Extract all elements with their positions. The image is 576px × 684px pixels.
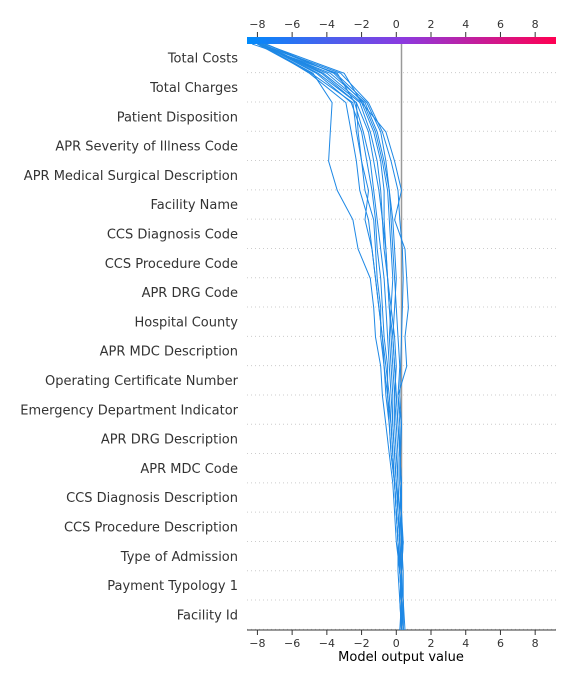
feature-label: APR DRG Description bbox=[101, 433, 238, 448]
series-line bbox=[262, 43, 402, 630]
feature-label: Facility Id bbox=[177, 608, 238, 623]
feature-label: APR MDC Description bbox=[100, 345, 238, 360]
bottom-tick-label: 6 bbox=[497, 637, 504, 650]
series-line bbox=[252, 43, 402, 630]
series-line bbox=[260, 43, 404, 631]
top-tick-label: −4 bbox=[319, 18, 335, 31]
feature-label: Facility Name bbox=[150, 198, 238, 213]
feature-label: Total Costs bbox=[167, 52, 238, 67]
top-tick-label: −2 bbox=[353, 18, 369, 31]
feature-label: Patient Disposition bbox=[117, 110, 238, 125]
top-tick-label: −8 bbox=[249, 18, 265, 31]
feature-label: Emergency Department Indicator bbox=[20, 403, 238, 418]
top-tick-label: 4 bbox=[462, 18, 469, 31]
bottom-tick-label: −8 bbox=[249, 637, 265, 650]
top-tick-label: 8 bbox=[532, 18, 539, 31]
bottom-tick-label: −2 bbox=[353, 637, 369, 650]
series-line bbox=[258, 43, 404, 631]
series-line bbox=[259, 43, 409, 630]
feature-label: CCS Procedure Description bbox=[64, 520, 238, 535]
bottom-tick-label: −6 bbox=[284, 637, 300, 650]
top-axis: −8 −6 −4 −2 0 2 4 6 8 bbox=[249, 18, 539, 37]
feature-label: CCS Diagnosis Code bbox=[107, 227, 238, 242]
feature-label: APR Medical Surgical Description bbox=[24, 169, 238, 184]
feature-label: Operating Certificate Number bbox=[45, 374, 239, 389]
bottom-tick-label: 8 bbox=[532, 637, 539, 650]
bottom-tick-label: 0 bbox=[393, 637, 400, 650]
top-tick-label: −6 bbox=[284, 18, 300, 31]
feature-label: Total Charges bbox=[149, 81, 238, 96]
feature-label: CCS Diagnosis Description bbox=[66, 491, 238, 506]
series-line bbox=[260, 43, 404, 631]
feature-label: APR MDC Code bbox=[140, 462, 238, 477]
feature-label: Type of Admission bbox=[120, 550, 238, 565]
series-line bbox=[257, 43, 404, 630]
series-line bbox=[260, 43, 406, 631]
bottom-axis: −8 −6 −4 −2 0 2 4 6 8 bbox=[247, 629, 556, 650]
series-line bbox=[260, 43, 402, 631]
feature-label: Hospital County bbox=[135, 315, 239, 330]
feature-label: APR DRG Code bbox=[142, 286, 238, 301]
top-tick-label: 6 bbox=[497, 18, 504, 31]
feature-label: Payment Typology 1 bbox=[107, 579, 238, 594]
series-line bbox=[265, 43, 402, 631]
feature-labels: Total Costs Total Charges Patient Disposit… bbox=[20, 52, 238, 624]
series-lines bbox=[252, 43, 409, 631]
feature-label: CCS Procedure Code bbox=[105, 257, 238, 272]
top-tick-label: 2 bbox=[428, 18, 435, 31]
colorbar bbox=[247, 37, 556, 44]
bottom-tick-label: 4 bbox=[462, 637, 469, 650]
feature-label: APR Severity of Illness Code bbox=[55, 140, 238, 155]
bottom-tick-label: −4 bbox=[319, 637, 335, 650]
top-tick-label: 0 bbox=[393, 18, 400, 31]
bottom-tick-label: 2 bbox=[428, 637, 435, 650]
x-axis-label: Model output value bbox=[338, 650, 464, 665]
